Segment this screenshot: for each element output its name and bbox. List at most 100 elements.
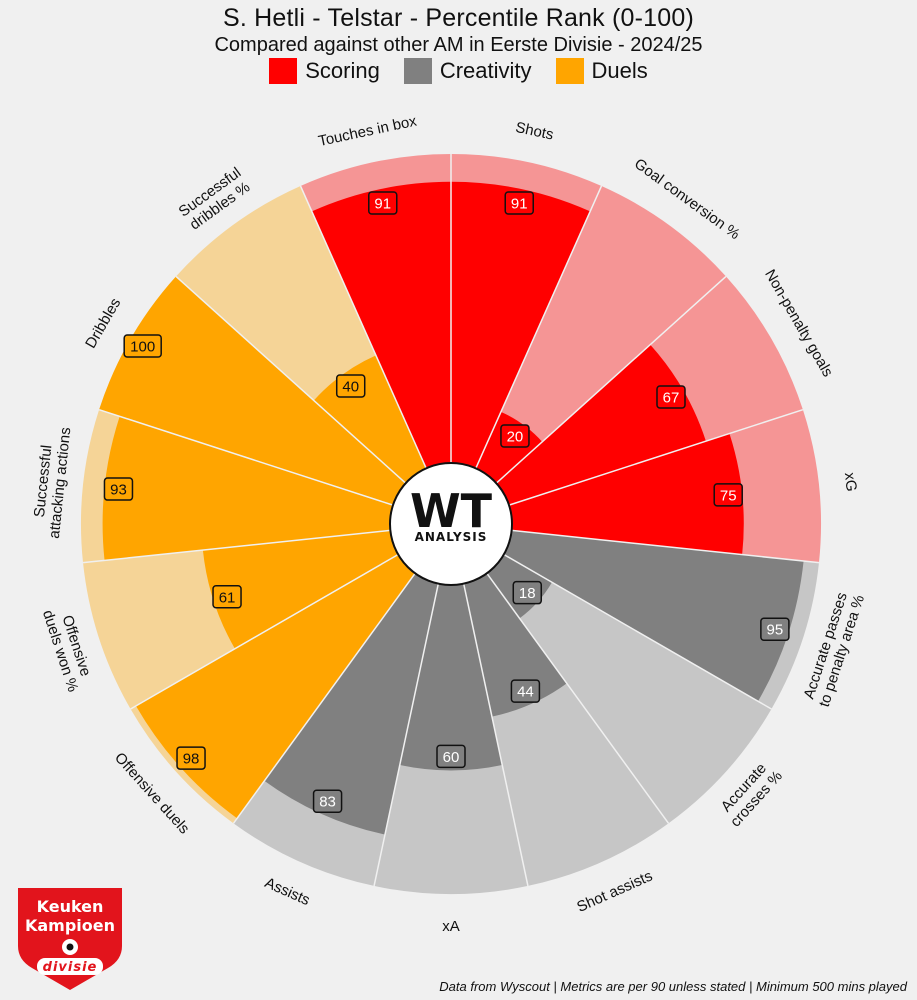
value-text: 67 xyxy=(663,389,680,406)
value-label-successful-dribbles: 40 xyxy=(335,374,366,398)
value-text: 100 xyxy=(130,339,155,356)
separator xyxy=(130,553,399,710)
value-label-offensive-duels: 98 xyxy=(176,746,206,770)
value-box xyxy=(713,483,743,507)
slice-bg-accurate-crosses xyxy=(486,554,772,824)
value-label-shot-assists: 44 xyxy=(510,679,541,703)
value-label-assists: 83 xyxy=(312,789,343,813)
value-text: 93 xyxy=(110,482,127,499)
value-box xyxy=(504,191,534,215)
separator xyxy=(511,529,820,564)
separator xyxy=(486,572,670,824)
value-text: 60 xyxy=(443,749,460,766)
wt-logo-subtext: ANALYSIS xyxy=(415,530,488,544)
bar-offensive-duels-won xyxy=(202,530,399,649)
chart-title: S. Hetli - Telstar - Percentile Rank (0-… xyxy=(222,4,694,32)
value-label-touches-in-box: 91 xyxy=(368,191,398,215)
legend-label-scoring: Scoring xyxy=(305,58,380,83)
slice-bg-goal-conversion xyxy=(475,185,726,484)
separator xyxy=(503,553,772,710)
separator xyxy=(508,408,804,506)
separator xyxy=(495,275,727,484)
legend-label-duels: Duels xyxy=(591,58,648,83)
bar-shot-assists xyxy=(463,573,567,717)
value-label-non-penalty-goals: 67 xyxy=(656,385,686,409)
value-label-accurate-crosses: 18 xyxy=(512,580,543,605)
separator xyxy=(175,275,407,484)
value-label-xg: 75 xyxy=(713,483,743,507)
value-label-xa: 60 xyxy=(436,744,466,769)
slice-separators xyxy=(82,154,820,887)
legend-label-creativity: Creativity xyxy=(439,58,532,83)
value-text: 91 xyxy=(374,195,391,212)
value-text: 44 xyxy=(517,684,534,701)
logo-line-keuken: Keuken xyxy=(37,897,104,916)
value-label-accurate-passes-to-penalty-area: 95 xyxy=(760,617,790,641)
value-box xyxy=(500,424,530,448)
metric-label-dribbles: Dribbles xyxy=(82,295,124,351)
value-label-goal-conversion: 20 xyxy=(500,424,530,448)
metric-label-shot-assists: Shot assists xyxy=(574,867,655,915)
value-label-dribbles: 100 xyxy=(123,334,162,358)
wt-analysis-logo: WT ANALYSIS xyxy=(389,462,513,586)
bar-xa xyxy=(399,583,503,771)
value-box xyxy=(760,617,790,641)
legend-swatch-creativity xyxy=(403,58,432,84)
value-text: 20 xyxy=(507,428,524,445)
value-box xyxy=(656,385,686,409)
bar-non-penalty-goals xyxy=(496,344,706,506)
metric-label-touches-in-box: Touches in box xyxy=(317,112,419,150)
keuken-kampioen-divisie-logo: Keuken Kampioen divisie xyxy=(18,888,122,990)
wt-logo-text: WT xyxy=(410,484,493,538)
separator xyxy=(462,583,529,887)
value-box xyxy=(368,191,398,215)
metric-label-successful-attacking-actions: Successfulattacking actions xyxy=(29,425,74,540)
value-box xyxy=(123,334,162,358)
value-label-shots: 91 xyxy=(504,191,534,215)
value-box xyxy=(335,374,366,398)
bar-accurate-passes-to-penalty-area xyxy=(503,530,804,702)
bar-successful-attacking-actions xyxy=(102,416,393,561)
value-box xyxy=(510,679,541,703)
metric-label-xa: xA xyxy=(442,918,460,935)
value-text: 95 xyxy=(767,622,784,639)
metric-label-assists: Assists xyxy=(262,874,312,909)
footer-note: Data from Wyscout | Metrics are per 90 u… xyxy=(439,979,907,994)
value-box xyxy=(103,477,134,501)
metric-label-shots: Shots xyxy=(514,119,555,144)
value-bars xyxy=(99,181,804,835)
chart-subtitle: Compared against other AM in Eerste Divi… xyxy=(214,34,703,56)
separator xyxy=(373,583,440,887)
legend-swatch-duels xyxy=(555,58,584,84)
separator xyxy=(232,572,416,824)
separator xyxy=(98,408,394,506)
legend: Scoring Creativity Duels xyxy=(0,58,917,84)
legend-item-creativity: Creativity xyxy=(403,58,532,84)
legend-item-scoring: Scoring xyxy=(269,58,380,84)
logo-line-divisie: divisie xyxy=(43,960,98,975)
bar-touches-in-box xyxy=(311,181,451,469)
value-box xyxy=(436,744,466,769)
legend-item-duels: Duels xyxy=(555,58,648,84)
value-text: 61 xyxy=(219,589,236,606)
logo-line-kampioen: Kampioen xyxy=(25,916,115,935)
value-text: 98 xyxy=(183,751,200,768)
value-box xyxy=(512,580,543,605)
legend-swatch-scoring xyxy=(269,58,298,84)
value-label-successful-attacking-actions: 93 xyxy=(103,477,134,501)
value-text: 91 xyxy=(511,195,528,212)
bar-shots xyxy=(451,181,591,469)
value-box xyxy=(312,789,343,813)
metric-label-xg: xG xyxy=(841,472,860,493)
value-text: 18 xyxy=(519,585,536,602)
value-label-offensive-duels-won: 61 xyxy=(212,585,242,609)
separator xyxy=(82,529,391,564)
value-box xyxy=(212,585,242,609)
bar-assists xyxy=(264,573,439,835)
value-text: 40 xyxy=(342,378,359,395)
bar-dribbles xyxy=(99,276,406,506)
separator xyxy=(299,185,427,469)
bar-xg xyxy=(509,433,744,555)
value-box xyxy=(176,746,206,770)
